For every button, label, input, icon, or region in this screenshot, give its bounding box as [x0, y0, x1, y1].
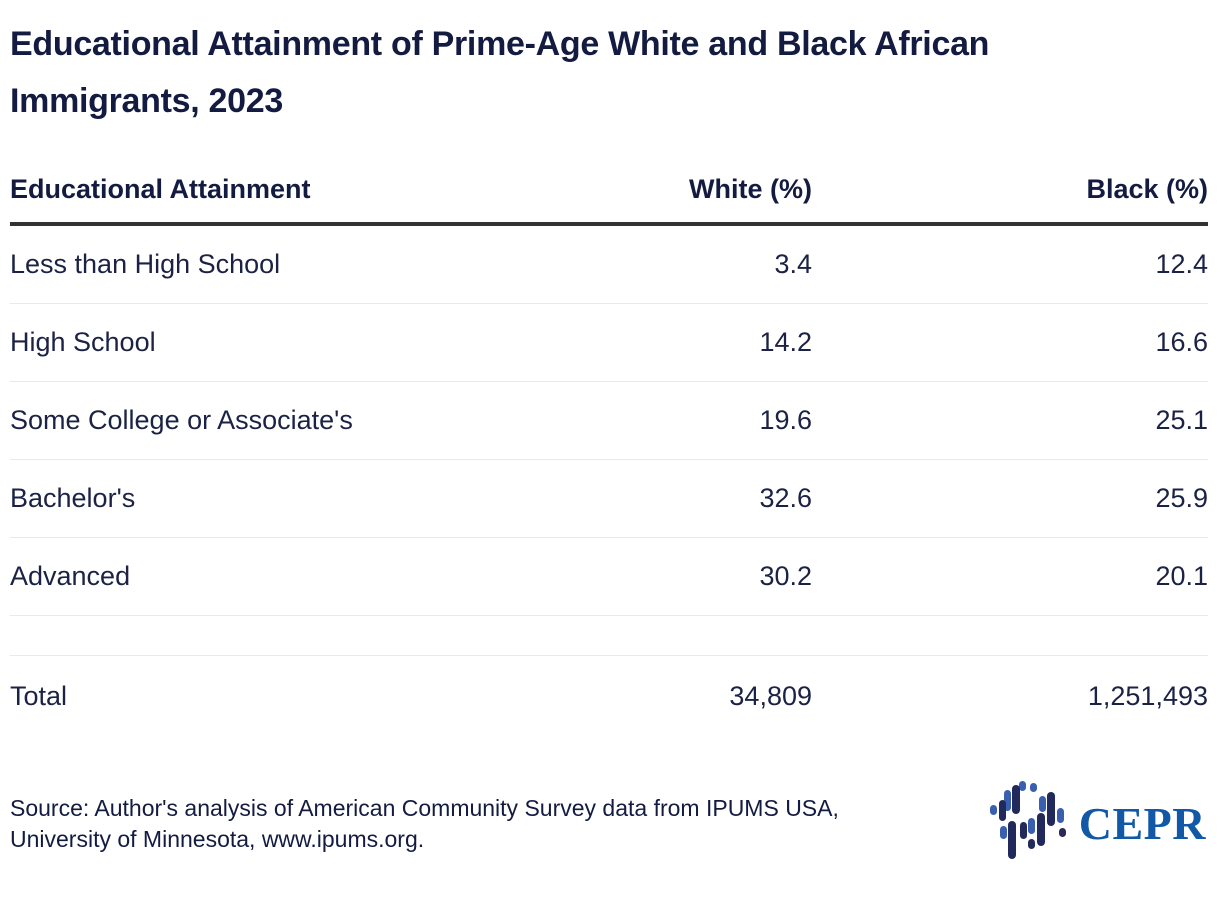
row-black-value: 12.4: [1155, 249, 1208, 279]
source-note-line-1: Source: Author's analysis of American Co…: [10, 794, 839, 821]
row-label: Advanced: [10, 561, 131, 591]
total-black-value: 1,251,493: [1087, 680, 1208, 711]
row-label: Some College or Associate's: [10, 405, 353, 435]
page-title: Educational Attainment of Prime-Age Whit…: [10, 16, 1208, 130]
cepr-logo: CEPR: [987, 776, 1208, 871]
row-label: High School: [10, 327, 156, 357]
row-label: Bachelor's: [10, 483, 136, 513]
row-black-value: 16.6: [1155, 327, 1208, 357]
row-white-value: 3.4: [774, 249, 812, 279]
page-title-line-1: Educational Attainment of Prime-Age Whit…: [10, 25, 990, 63]
table-row: Some College or Associate's 19.6 25.1: [10, 382, 1208, 460]
total-row: Total 34,809 1,251,493: [10, 656, 1208, 736]
cepr-logo-text: CEPR: [1078, 798, 1206, 849]
row-black-value: 25.1: [1155, 405, 1208, 435]
header-rule: [10, 222, 1208, 226]
row-white-value: 19.6: [759, 405, 812, 435]
table-row: Advanced 30.2 20.1: [10, 538, 1208, 616]
row-label: Less than High School: [10, 249, 281, 279]
row-black-value: 25.9: [1155, 483, 1208, 513]
column-header-educational-attainment: Educational Attainment: [10, 174, 311, 204]
page-title-line-2: Immigrants, 2023: [10, 82, 283, 120]
row-white-value: 30.2: [759, 561, 812, 591]
spacer-row: [10, 616, 1208, 656]
table-row: Bachelor's 32.6 25.9: [10, 460, 1208, 538]
row-white-value: 14.2: [759, 327, 812, 357]
row-black-value: 20.1: [1155, 561, 1208, 591]
total-white-value: 34,809: [729, 680, 812, 711]
figure-footer: Source: Author's analysis of American Co…: [10, 776, 1208, 871]
column-header-white-pct: White (%): [689, 174, 812, 204]
table-row: High School 14.2 16.6: [10, 304, 1208, 382]
source-note-line-2: University of Minnesota, www.ipums.org.: [10, 825, 425, 852]
column-header-black-pct: Black (%): [1086, 174, 1208, 204]
table-row: Less than High School 3.4 12.4: [10, 226, 1208, 304]
cepr-logo-icon: [987, 776, 1067, 871]
table-header-row: Educational Attainment White (%) Black (…: [10, 174, 1208, 220]
row-white-value: 32.6: [759, 483, 812, 513]
source-note: Source: Author's analysis of American Co…: [10, 793, 839, 855]
attainment-table: Educational Attainment White (%) Black (…: [10, 174, 1208, 736]
total-label: Total: [10, 680, 68, 711]
